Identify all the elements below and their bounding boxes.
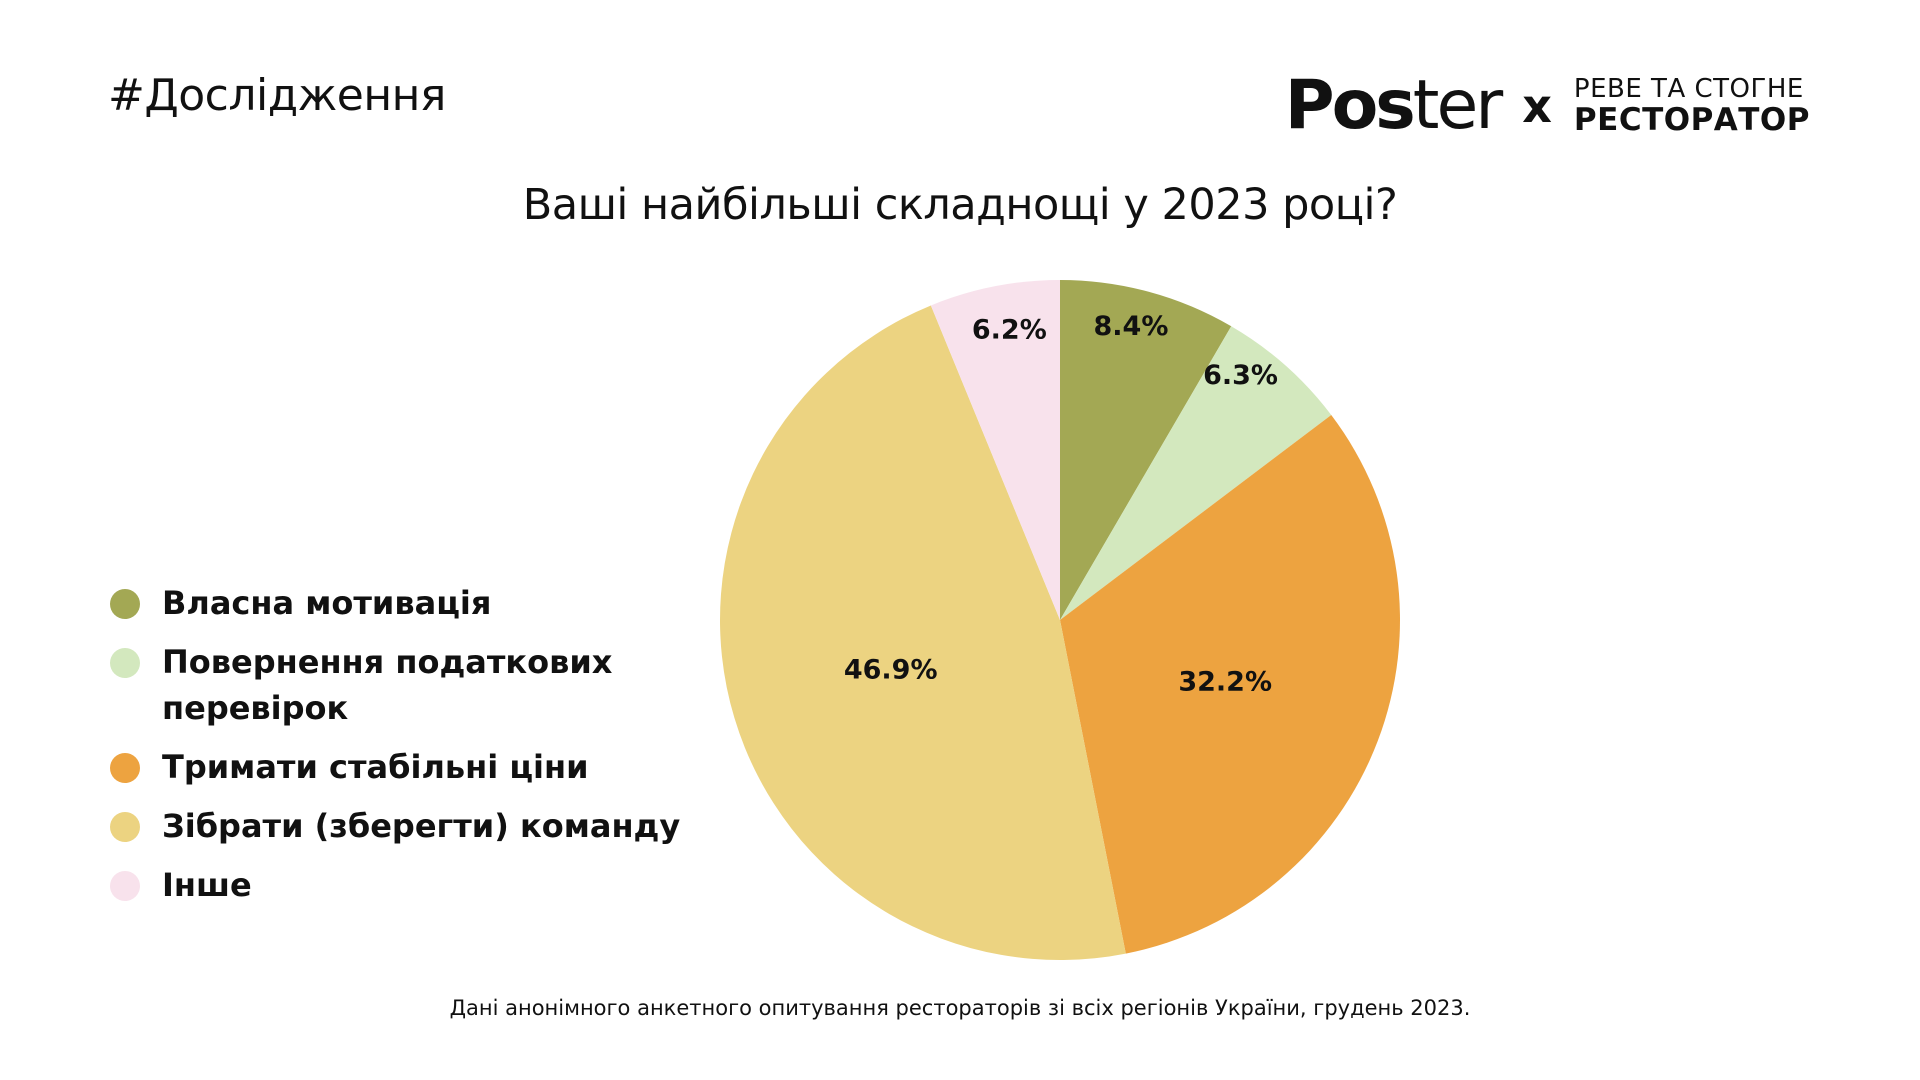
pie-slice-2 — [1060, 326, 1332, 620]
legend-swatch — [110, 648, 140, 678]
legend-item: Власна мотивація — [110, 584, 710, 626]
legend-label: Зібрати (зберегти) команду — [162, 807, 681, 845]
pie-slice-4 — [720, 305, 1126, 960]
legend-swatch — [110, 589, 140, 619]
legend-item: Повернення податкових перевірок — [110, 643, 710, 731]
pie-slice-1 — [1060, 280, 1232, 620]
pie-slice-label-1: 8.4% — [1094, 311, 1169, 342]
chart-legend: Власна мотивація Повернення податкових пе… — [110, 584, 710, 927]
pie-slice-label-5: 6.2% — [972, 315, 1047, 346]
hashtag-title: #Дослідження — [108, 70, 446, 121]
legend-label: Власна мотивація — [162, 584, 492, 622]
brand-logo: Poster x РЕВЕ ТА СТОГНЕ РЕСТОРАТОР — [1285, 72, 1810, 140]
legend-swatch — [110, 871, 140, 901]
legend-label: Інше — [162, 866, 252, 904]
chart-title: Ваші найбільші складнощі у 2023 році? — [522, 180, 1398, 230]
poster-logo-light: ter — [1412, 66, 1503, 145]
legend-item: Тримати стабільні ціни — [110, 748, 710, 790]
partner-logo-line2: РЕСТОРАТОР — [1573, 102, 1810, 138]
legend-swatch — [110, 753, 140, 783]
pie-slice-label-3: 32.2% — [1178, 667, 1272, 698]
legend-item: Інше — [110, 866, 710, 908]
partner-logo-line1: РЕВЕ ТА СТОГНЕ — [1573, 74, 1804, 104]
poster-logo: Poster — [1285, 72, 1504, 140]
poster-logo-bold: Pos — [1284, 66, 1416, 145]
partner-logo: РЕВЕ ТА СТОГНЕ РЕСТОРАТОР — [1574, 76, 1810, 136]
legend-swatch — [110, 812, 140, 842]
legend-label: Тримати стабільні ціни — [162, 748, 589, 786]
brand-separator: x — [1522, 79, 1552, 133]
pie-slice-5 — [930, 280, 1060, 620]
footnote: Дані анонімного анкетного опитування рес… — [449, 996, 1471, 1020]
legend-item: Зібрати (зберегти) команду — [110, 807, 710, 849]
pie-slice-3 — [1060, 415, 1400, 954]
pie-slice-label-4: 46.9% — [844, 654, 938, 685]
pie-slice-label-2: 6.3% — [1203, 360, 1278, 391]
legend-label: Повернення податкових перевірок — [162, 643, 613, 727]
